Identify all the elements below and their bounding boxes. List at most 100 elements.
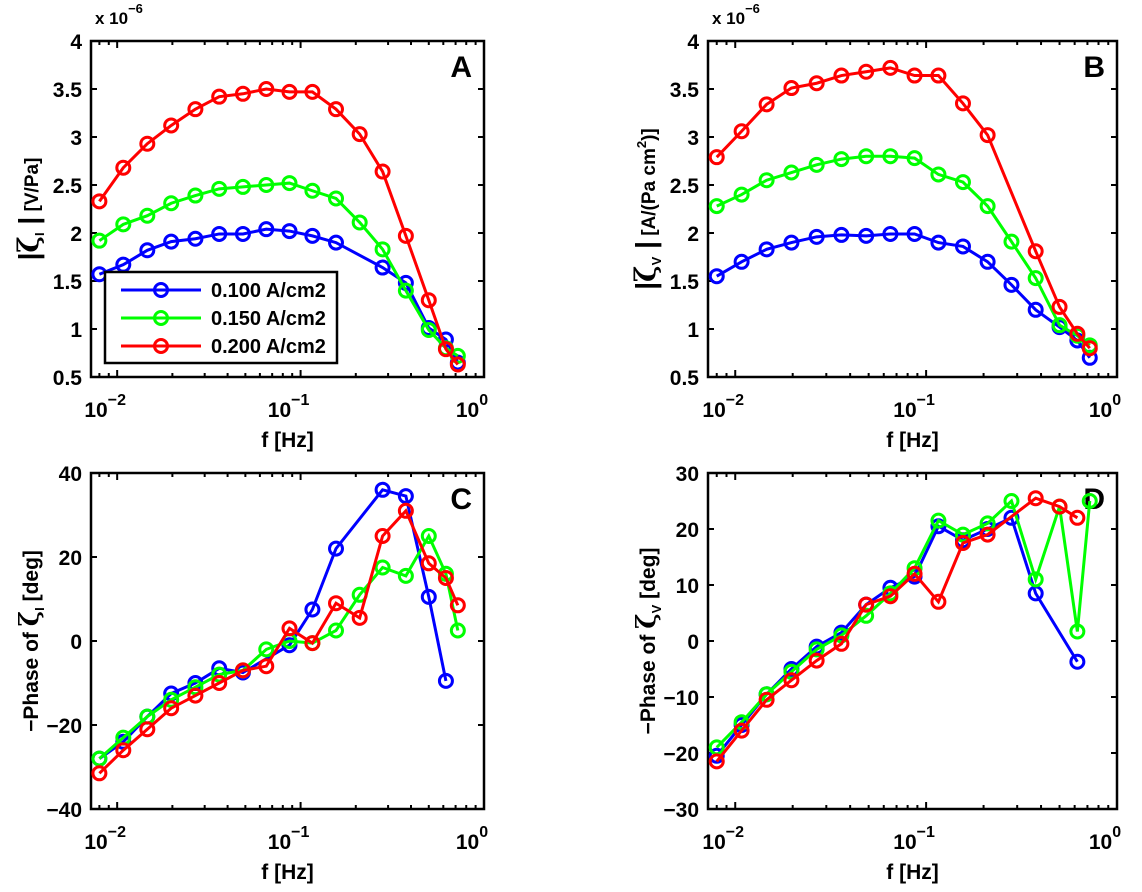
series-02002 bbox=[91, 81, 466, 373]
data-point bbox=[979, 515, 996, 532]
data-point bbox=[1027, 571, 1044, 588]
data-point bbox=[1027, 301, 1044, 318]
y-tick-label: 20 bbox=[59, 547, 82, 570]
data-point bbox=[328, 101, 345, 118]
data-point bbox=[258, 177, 275, 193]
data-point bbox=[328, 622, 345, 639]
series-02002 bbox=[91, 502, 466, 782]
data-point bbox=[449, 597, 466, 614]
data-point bbox=[1069, 623, 1086, 640]
data-point bbox=[304, 635, 321, 652]
x-tick-label: 10−2 bbox=[84, 392, 126, 422]
y-tick-label: 4 bbox=[687, 31, 699, 54]
data-point bbox=[374, 559, 391, 576]
data-point bbox=[91, 750, 108, 767]
data-point bbox=[1081, 340, 1098, 357]
x-tick-label: 10−2 bbox=[84, 824, 126, 854]
y-axis-label: |ζV | [A/(Pa cm2)] bbox=[629, 128, 664, 290]
data-point bbox=[139, 135, 156, 152]
y-tick-label: 20 bbox=[676, 519, 699, 542]
data-point bbox=[234, 225, 251, 242]
data-point bbox=[211, 88, 228, 105]
data-point bbox=[420, 292, 437, 309]
y-tick-label: −20 bbox=[46, 715, 82, 738]
legend-marker bbox=[153, 310, 169, 326]
data-point bbox=[91, 232, 108, 249]
series-line bbox=[716, 154, 1091, 347]
data-point bbox=[833, 151, 850, 168]
data-point bbox=[449, 622, 466, 639]
series-02002 bbox=[708, 490, 1086, 770]
data-point bbox=[906, 150, 923, 167]
data-point bbox=[115, 742, 132, 759]
y-tick-label: 30 bbox=[676, 463, 699, 486]
data-point bbox=[733, 253, 750, 270]
panel-b: 0.5 1 1.5 2 2.5 3 3.5 4 10−2 10−1 100 f [Hz] |ζV | [… bbox=[629, 1, 1121, 452]
plot-area bbox=[706, 39, 1119, 379]
data-point bbox=[163, 233, 180, 250]
data-point bbox=[234, 85, 251, 102]
data-point bbox=[374, 241, 391, 258]
y-tick-label: 4 bbox=[70, 31, 82, 54]
data-point bbox=[833, 635, 850, 652]
series-line bbox=[715, 232, 1091, 359]
y-tick-label: 1 bbox=[70, 319, 82, 342]
data-point bbox=[882, 588, 899, 605]
data-point bbox=[304, 601, 321, 618]
panel-letter: C bbox=[450, 483, 472, 516]
data-point bbox=[139, 721, 156, 738]
data-point bbox=[783, 80, 800, 97]
data-point bbox=[187, 101, 204, 118]
x-axis-label: f [Hz] bbox=[261, 861, 313, 884]
y-tick-label: 40 bbox=[59, 463, 82, 486]
data-point bbox=[328, 540, 345, 557]
x-tick-label: 10−1 bbox=[893, 824, 935, 854]
data-point bbox=[420, 321, 437, 338]
panel-letter: B bbox=[1083, 51, 1105, 84]
data-point bbox=[808, 156, 825, 173]
data-point bbox=[1003, 276, 1020, 293]
data-point bbox=[954, 535, 971, 551]
data-point bbox=[783, 672, 800, 689]
data-point bbox=[163, 691, 180, 708]
y-multiplier: x 10−6 bbox=[95, 1, 143, 28]
data-point bbox=[139, 207, 156, 224]
x-axis-label: f [Hz] bbox=[261, 429, 313, 452]
y-tick-label: 1 bbox=[687, 319, 699, 342]
data-point bbox=[954, 238, 971, 255]
data-point bbox=[979, 526, 996, 543]
data-point bbox=[833, 67, 850, 84]
data-point bbox=[1003, 493, 1020, 509]
data-point bbox=[328, 595, 345, 612]
data-point bbox=[420, 588, 437, 605]
y-axis-label: −Phase of ζI [deg] bbox=[15, 550, 47, 732]
data-point bbox=[954, 174, 971, 191]
data-point bbox=[258, 641, 275, 658]
series-line bbox=[98, 227, 460, 364]
data-point bbox=[115, 216, 132, 233]
data-point bbox=[115, 159, 132, 176]
data-point bbox=[211, 675, 228, 691]
data-point bbox=[374, 259, 391, 276]
y-tick-label: 0 bbox=[687, 631, 699, 654]
data-point bbox=[758, 691, 775, 708]
panel-letter: D bbox=[1083, 483, 1105, 516]
data-point bbox=[733, 186, 750, 203]
x-tick-label: 10−1 bbox=[268, 392, 310, 422]
data-point bbox=[954, 526, 971, 543]
data-point bbox=[858, 63, 875, 80]
data-point bbox=[211, 225, 228, 242]
data-point bbox=[281, 223, 298, 240]
x-tick-label: 100 bbox=[1089, 392, 1121, 422]
data-point bbox=[708, 753, 725, 770]
data-point bbox=[808, 652, 825, 669]
data-point bbox=[304, 182, 321, 199]
data-point bbox=[733, 123, 750, 140]
y-tick-label: 3 bbox=[70, 127, 82, 150]
data-point bbox=[397, 227, 414, 244]
data-point bbox=[211, 180, 228, 197]
data-point bbox=[733, 722, 750, 739]
data-point bbox=[808, 228, 825, 245]
data-point bbox=[954, 95, 971, 112]
data-point bbox=[187, 679, 204, 696]
